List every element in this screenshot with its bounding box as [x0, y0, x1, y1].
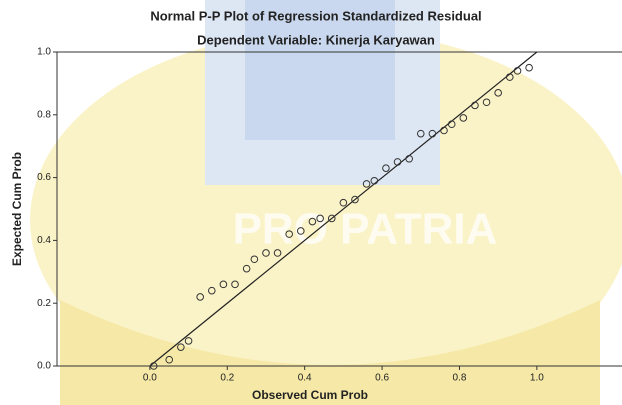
y-tick-label: 0.0 — [37, 361, 51, 372]
y-tick-label: 1.0 — [37, 47, 51, 58]
y-tick-label: 0.4 — [37, 235, 51, 246]
watermark-logo — [30, 0, 622, 405]
x-tick-label: 0.8 — [453, 373, 467, 384]
x-tick-label: 0.4 — [298, 373, 312, 384]
watermark: PRO PATRIA — [233, 205, 498, 254]
chart-subtitle: Dependent Variable: Kinerja Karyawan — [197, 32, 435, 47]
x-tick-label: 0.0 — [143, 373, 157, 384]
y-tick-label: 0.6 — [37, 172, 51, 183]
point — [526, 64, 533, 71]
x-tick-label: 0.2 — [220, 373, 234, 384]
y-tick-label: 0.2 — [37, 298, 51, 309]
chart-title: Normal P-P Plot of Regression Standardiz… — [150, 8, 481, 23]
y-tick-label: 0.8 — [37, 109, 51, 120]
x-axis-title: Observed Cum Prob — [252, 388, 368, 402]
x-tick-label: 1.0 — [530, 373, 544, 384]
y-axis-title: Expected Cum Prob — [10, 152, 24, 266]
x-tick-label: 0.6 — [375, 373, 389, 384]
chart: PRO PATRIA Normal P-P Plot of Regression… — [0, 0, 622, 405]
